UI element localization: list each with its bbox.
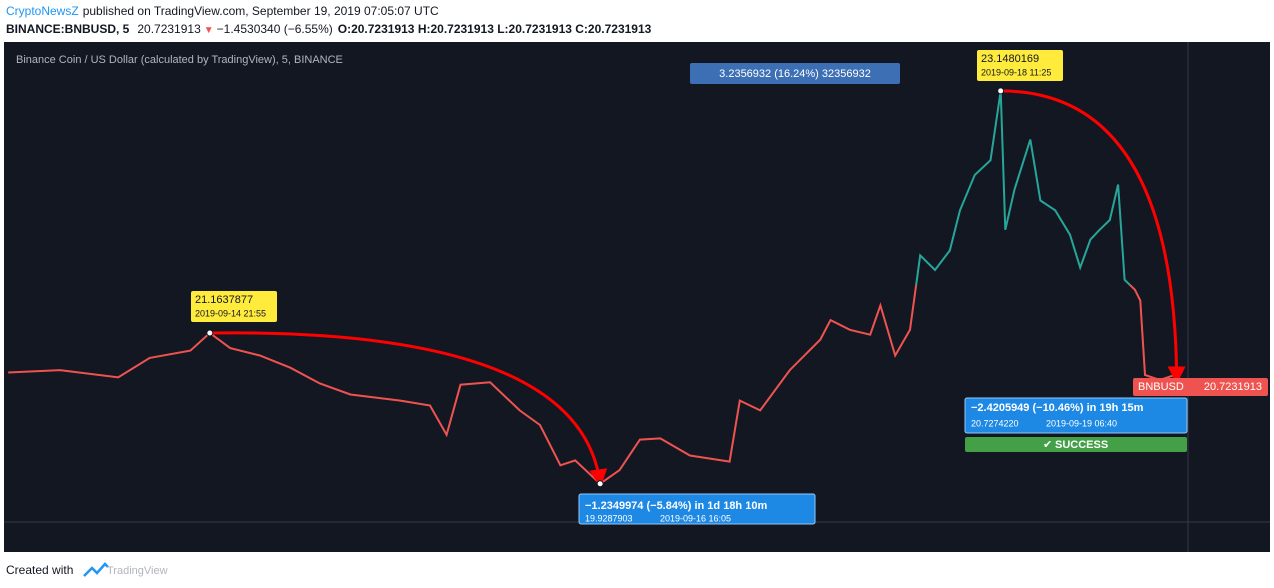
tooltip-price: 23.1480169 (981, 53, 1039, 65)
price-label-box (1133, 378, 1268, 396)
arrow-curve (1000, 89, 1186, 385)
footer-brand[interactable]: TradingView (107, 565, 168, 577)
tooltip-price: 21.1637877 (195, 294, 253, 306)
published-line: CryptoNewsZ published on TradingView.com,… (6, 4, 439, 18)
down-icon: ▼ (204, 25, 214, 36)
point-marker (596, 480, 604, 488)
point-marker (206, 329, 214, 337)
symbol-line: BINANCE:BNBUSD, 5 20.7231913 ▼ −1.4530340 (… (6, 22, 652, 36)
measure-price: 19.9287903 (585, 513, 633, 523)
price-label-name: BNBUSD (1138, 381, 1184, 393)
change: −1.4530340 (−6.55%) (217, 22, 333, 36)
published: published on TradingView.com, September … (83, 4, 439, 18)
brand-logo (83, 562, 109, 577)
tooltip-time: 2019-09-14 21:55 (195, 308, 266, 318)
labels: 21.1637877 2019-09-14 21:55 23.1480169 2019… (191, 50, 1268, 525)
tooltip-time: 2019-09-18 11:25 (981, 67, 1051, 77)
status-label: SUCCESS (1055, 439, 1108, 451)
point-marker (997, 87, 1005, 95)
symbol: BINANCE:BNBUSD, 5 (6, 22, 130, 36)
measure-time: 2019-09-16 16:05 (660, 513, 731, 523)
status-box (965, 437, 1187, 452)
measure-box (964, 397, 1188, 434)
ohlc: O:20.7231913 H:20.7231913 L:20.7231913 C… (338, 22, 652, 36)
range-label: 3.2356932 (16.24%) 32356932 (719, 68, 871, 80)
measure-change: −1.2349974 (−5.84%) in 1d 18h 10m (585, 500, 767, 512)
arrow-curve (209, 331, 608, 488)
author[interactable]: CryptoNewsZ (6, 4, 79, 18)
plot (8, 87, 1186, 488)
measure-box (578, 493, 816, 525)
tooltip-box (191, 291, 277, 322)
chart-title: Binance Coin / US Dollar (calculated by … (16, 54, 343, 66)
last: 20.7231913 (137, 22, 201, 36)
check-icon: ✔ (1043, 439, 1052, 451)
price-line (8, 90, 1186, 485)
measure-change: −2.4205949 (−10.46%) in 19h 15m (971, 402, 1144, 414)
header: CryptoNewsZ published on TradingView.com,… (6, 4, 652, 36)
range-label-box (690, 63, 900, 84)
measure-price: 20.7274220 (971, 418, 1019, 428)
price-label-value: 20.7231913 (1204, 381, 1262, 393)
footer-created: Created with (6, 563, 73, 577)
measure-time: 2019-09-19 06:40 (1046, 418, 1117, 428)
tooltip-box (977, 50, 1063, 81)
